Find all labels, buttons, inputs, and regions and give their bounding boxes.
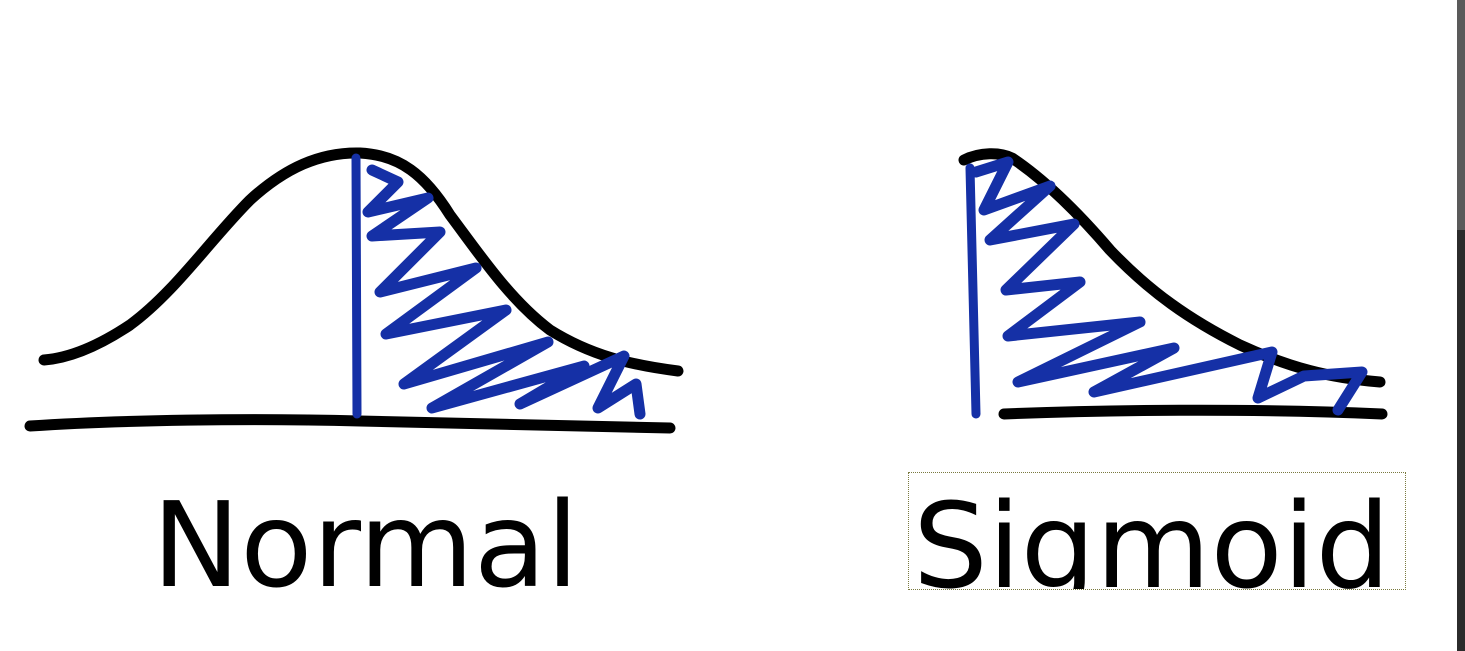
scrollbar-thumb[interactable] [1457,0,1465,230]
normal-label: Normal [152,476,579,614]
sigmoid-label[interactable]: Sigmoid [908,472,1406,590]
normal-tail-shading [362,164,646,420]
vertical-scrollbar[interactable] [1457,0,1465,651]
sigmoid-baseline [998,404,1388,420]
sigmoid-distribution-sketch [958,148,1388,420]
normal-baseline [24,414,676,434]
normal-curve [38,147,684,377]
sigmoid-tail-shading [970,156,1368,416]
normal-divider-line [351,153,362,419]
sigmoid-divider-line [965,163,981,419]
sigmoid-curve [958,148,1386,388]
normal-distribution-sketch [24,147,684,434]
